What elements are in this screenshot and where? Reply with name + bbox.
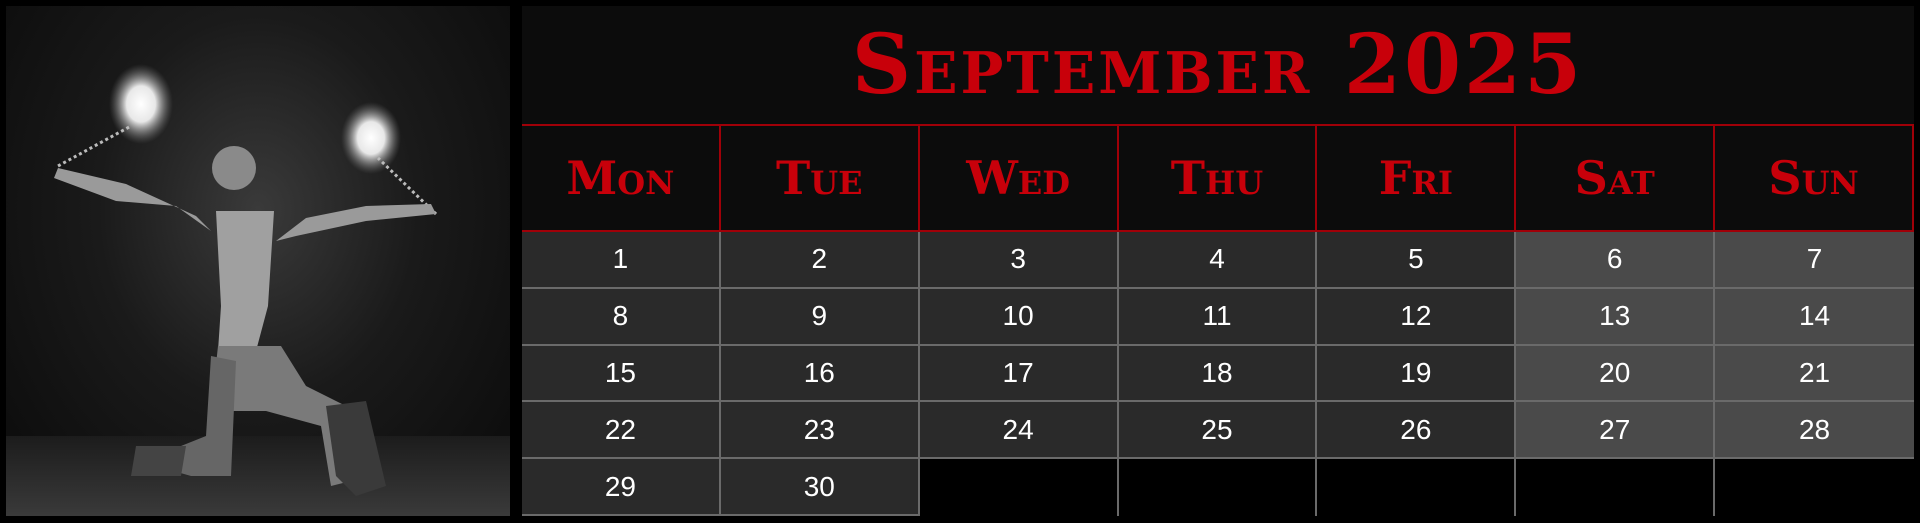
day-cell: 16 [720,345,920,403]
empty-day-cell [1317,459,1517,516]
day-cell: 17 [919,345,1119,403]
calendar-title: September 2025 [522,6,1914,124]
empty-day-cell [1516,459,1716,516]
day-cell: 29 [522,459,721,516]
day-cell: 7 [1715,232,1914,289]
day-cell: 3 [919,232,1119,289]
fire-dancer-illustration [6,64,510,516]
weekday-header-tue: Tue [720,124,920,232]
day-cell: 30 [720,459,920,516]
day-cell: 15 [522,345,721,403]
weekday-header-sun: Sun [1715,124,1914,232]
left-flame-icon [109,64,173,144]
day-cell: 11 [1118,288,1318,346]
day-cell: 13 [1516,288,1716,346]
day-cell: 21 [1715,345,1914,403]
day-cell: 26 [1317,402,1517,460]
weekday-header-sat: Sat [1516,124,1716,232]
empty-day-cell [1715,459,1914,516]
weekday-header-mon: Mon [522,124,721,232]
right-flame-icon [341,102,401,174]
day-cell: 9 [720,288,920,346]
day-cell: 25 [1118,402,1318,460]
fire-dancer-photo [6,6,510,516]
weekday-header-fri: Fri [1317,124,1517,232]
day-cell: 5 [1317,232,1517,289]
empty-day-cell [919,459,1119,516]
day-cell: 24 [919,402,1119,460]
weekday-header-thu: Thu [1118,124,1318,232]
day-cell: 28 [1715,402,1914,460]
day-cell: 2 [720,232,920,289]
day-cell: 22 [522,402,721,460]
day-cell: 19 [1317,345,1517,403]
day-cell: 18 [1118,345,1318,403]
calendar: September 2025 Mon Tue Wed Thu Fri Sat S… [522,6,1914,516]
day-cell: 4 [1118,232,1318,289]
day-cell: 12 [1317,288,1517,346]
day-cell: 1 [522,232,721,289]
calendar-grid: Mon Tue Wed Thu Fri Sat Sun 1 2 3 4 5 6 7 8 9 10 1… [522,124,1914,516]
weekday-header-wed: Wed [919,124,1119,232]
day-cell: 14 [1715,288,1914,346]
day-cell: 23 [720,402,920,460]
day-cell: 27 [1516,402,1716,460]
day-cell: 20 [1516,345,1716,403]
day-cell: 8 [522,288,721,346]
day-cell: 10 [919,288,1119,346]
empty-day-cell [1118,459,1318,516]
day-cell: 6 [1516,232,1716,289]
